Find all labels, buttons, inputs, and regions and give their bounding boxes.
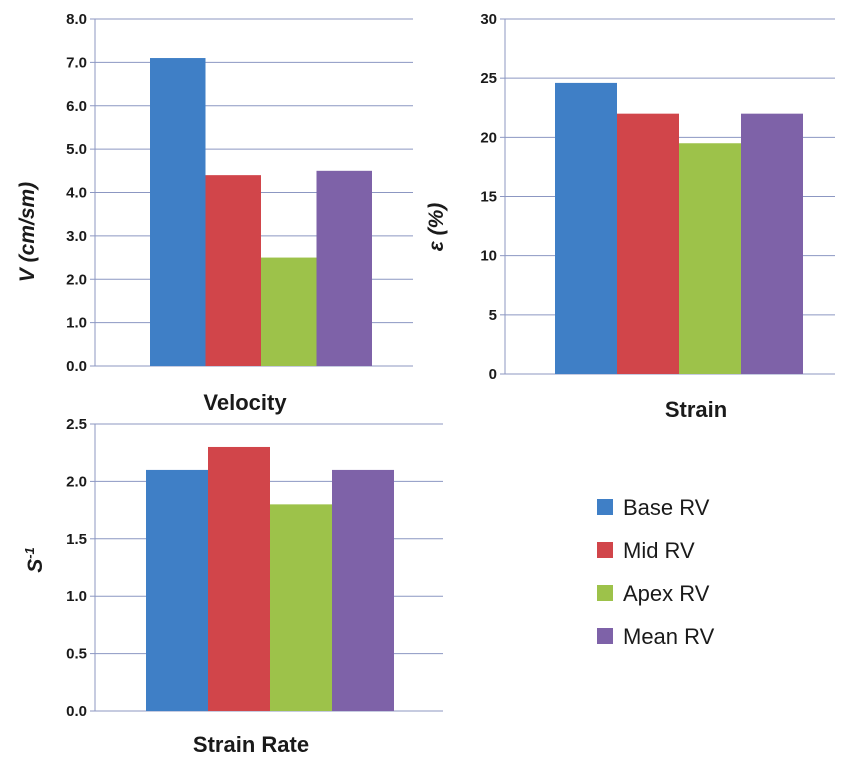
legend-item-base-rv: Base RV bbox=[597, 495, 710, 520]
legend-label-mean-rv: Mean RV bbox=[623, 624, 715, 649]
velocity-chart-title: Velocity bbox=[203, 390, 287, 415]
legend-swatch-base-rv bbox=[597, 499, 613, 515]
velocity-chart-ylabel: V (cm/sm) bbox=[16, 182, 39, 282]
velocity-ytick-label: 6.0 bbox=[66, 98, 87, 115]
strain-chart-title: Strain bbox=[665, 397, 727, 422]
strain-ytick-label: 25 bbox=[480, 70, 497, 87]
strain-bar-mid-rv bbox=[617, 113, 679, 375]
strain-rate-ytick-label: 0.5 bbox=[66, 646, 87, 663]
strain-rate-ytick-label: 2.0 bbox=[66, 473, 87, 490]
velocity-bar-base-rv bbox=[150, 58, 206, 366]
velocity-bar-mean-rv bbox=[316, 170, 372, 366]
legend-item-apex-rv: Apex RV bbox=[597, 581, 710, 606]
strain-rate-bar-base-rv bbox=[146, 469, 208, 711]
velocity-ytick-label: 8.0 bbox=[66, 11, 87, 28]
velocity-ytick-label: 4.0 bbox=[66, 185, 87, 202]
strain-bar-apex-rv bbox=[679, 143, 741, 374]
legend-label-apex-rv: Apex RV bbox=[623, 581, 710, 606]
velocity-ytick-label: 3.0 bbox=[66, 228, 87, 245]
legend-label-base-rv: Base RV bbox=[623, 495, 710, 520]
legend: Base RV Mid RV Apex RV Mean RV bbox=[597, 495, 715, 649]
strain-bar-base-rv bbox=[555, 82, 617, 375]
strain-rate-ytick-label: 1.5 bbox=[66, 531, 87, 548]
velocity-ytick-label: 5.0 bbox=[66, 141, 87, 158]
legend-swatch-mean-rv bbox=[597, 628, 613, 644]
strain-ytick-label: 15 bbox=[480, 189, 497, 206]
strain-rate-bar-mean-rv bbox=[332, 469, 394, 711]
velocity-ytick-label: 2.0 bbox=[66, 271, 87, 288]
strain-rate-chart-title: Strain Rate bbox=[193, 732, 309, 757]
velocity-ytick-label: 0.0 bbox=[66, 358, 87, 375]
strain-rate-ytick-label: 0.0 bbox=[66, 703, 87, 720]
velocity-bar-mid-rv bbox=[205, 175, 261, 366]
legend-item-mean-rv: Mean RV bbox=[597, 624, 715, 649]
velocity-ytick-label: 1.0 bbox=[66, 315, 87, 332]
strain-rate-bar-mid-rv bbox=[208, 446, 270, 711]
strain-rate-ytick-label: 2.5 bbox=[66, 416, 87, 433]
strain-ytick-label: 20 bbox=[480, 129, 497, 146]
velocity-bar-apex-rv bbox=[261, 257, 317, 366]
strain-ytick-label: 0 bbox=[489, 366, 497, 383]
strain-rate-chart: Strain Rate S-1 0.0 0.5 1.0 1.5 2.0 2.5 bbox=[22, 416, 443, 757]
legend-item-mid-rv: Mid RV bbox=[597, 538, 695, 563]
strain-chart: Strain ε (%) 0 5 10 15 20 25 30 bbox=[425, 11, 835, 422]
velocity-ytick-label: 7.0 bbox=[66, 54, 87, 71]
strain-chart-ylabel: ε (%) bbox=[425, 203, 448, 252]
strain-ytick-label: 30 bbox=[480, 11, 497, 28]
strain-bar-mean-rv bbox=[741, 113, 803, 375]
strain-rate-chart-ylabel: S-1 bbox=[22, 547, 47, 573]
strain-ytick-label: 5 bbox=[489, 307, 497, 324]
strain-ytick-label: 10 bbox=[480, 248, 497, 265]
legend-swatch-mid-rv bbox=[597, 542, 613, 558]
legend-label-mid-rv: Mid RV bbox=[623, 538, 695, 563]
strain-rate-bar-apex-rv bbox=[270, 504, 332, 711]
strain-rate-ytick-label: 1.0 bbox=[66, 588, 87, 605]
legend-swatch-apex-rv bbox=[597, 585, 613, 601]
velocity-chart: Velocity V (cm/sm) 0.0 1.0 2.0 3.0 4.0 5.0 6.0… bbox=[16, 11, 413, 415]
